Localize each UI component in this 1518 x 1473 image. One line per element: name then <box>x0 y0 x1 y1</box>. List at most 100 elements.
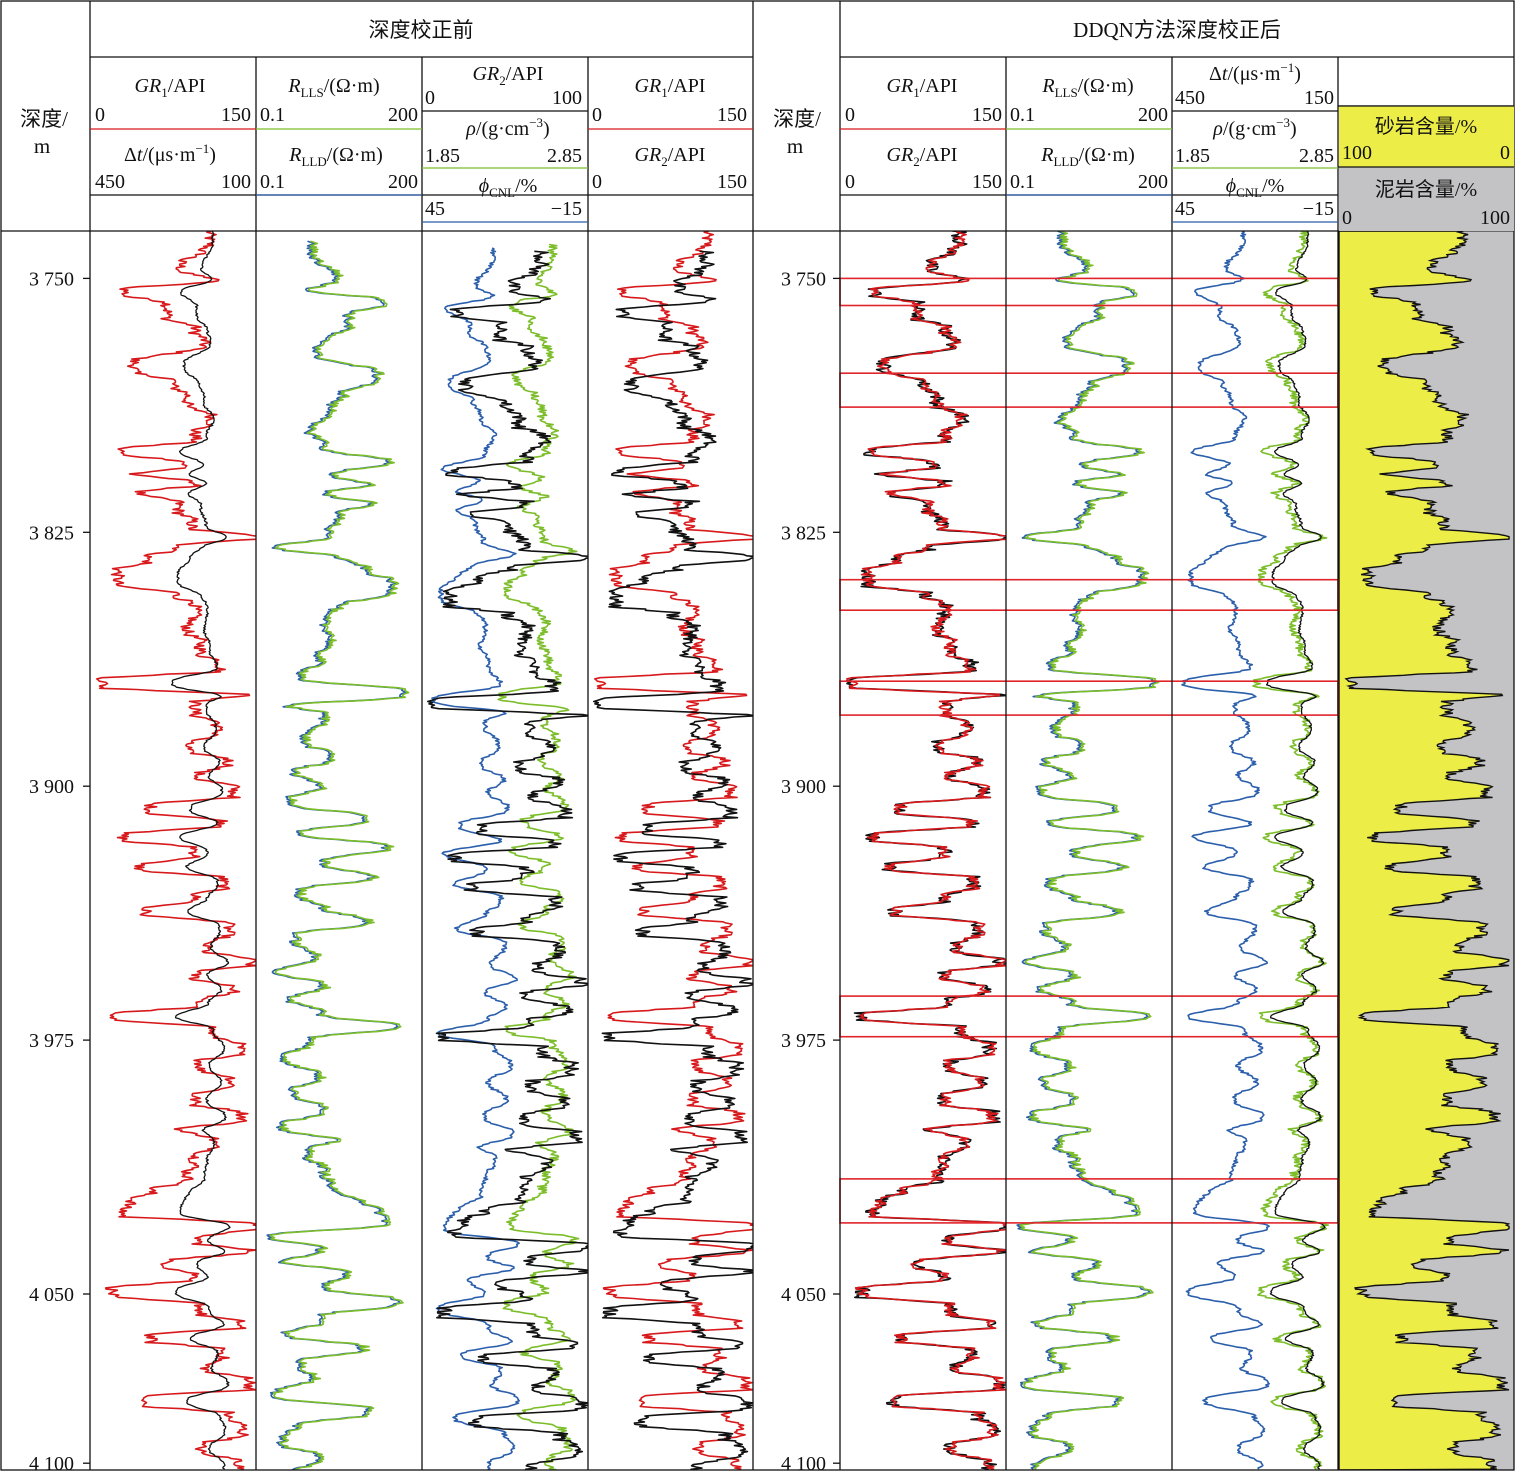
scale-shale-max: 100 <box>1480 207 1510 229</box>
scale-shale-min: 0 <box>1342 207 1352 229</box>
header-track7: Δt/(μs·m−1) 450 150 ρ/(g·cm−3) 1.85 2.85… <box>1175 60 1334 220</box>
depth-axis-unit: m <box>34 134 50 158</box>
scale-dt-min: 450 <box>95 171 125 193</box>
scale-res-max: 200 <box>388 171 418 193</box>
panel-after-title: DDQN方法深度校正后 <box>1073 18 1281 42</box>
header-rlls-label: RLLS/(Ω·m) <box>1041 75 1133 100</box>
rho-curve-after <box>1252 231 1330 1470</box>
header-track4: GR1/API 0 150 GR2/API 0 150 <box>592 75 747 193</box>
depth-tick-label: 3 900 <box>781 776 826 798</box>
depth-tick-label: 3 975 <box>29 1030 74 1052</box>
header-track6: RLLS/(Ω·m) 0.1 200 RLLD/(Ω·m) 0.1 200 <box>1010 75 1168 193</box>
gr2-curve-after <box>844 231 1006 1470</box>
scale-gr2-min: 0 <box>425 87 435 109</box>
header-gr1-label: GR1/API <box>135 75 206 100</box>
gr2-curve-before <box>426 250 588 1470</box>
header-rho-label: ρ/(g·cm−3) <box>1212 115 1296 140</box>
scale-dt-max: 150 <box>1304 87 1334 109</box>
header-track2: RLLS/(Ω·m) 0.1 200 RLLD/(Ω·m) 0.1 200 <box>260 75 418 193</box>
scale-gr-max: 150 <box>972 104 1002 126</box>
depth-axis-label: 深度/ <box>773 107 821 131</box>
panel-before-title: 深度校正前 <box>369 18 474 42</box>
header-dt-label: Δt/(μs·m−1) <box>1209 60 1301 85</box>
scale-cnl-min: 45 <box>425 198 445 220</box>
cnl-curve-before <box>431 247 521 1470</box>
scale-res-max: 200 <box>1138 171 1168 193</box>
depth-tick-label: 3 750 <box>781 268 826 290</box>
scale-res-min: 0.1 <box>1010 171 1035 193</box>
scale-gr-min: 0 <box>845 171 855 193</box>
header-dt-label: Δt/(μs·m−1) <box>124 141 216 166</box>
depth-axis-unit: m <box>787 134 803 158</box>
scale-res-max: 200 <box>1138 104 1168 126</box>
dt-curve-before <box>170 231 231 1470</box>
header-rlld-label: RLLD/(Ω·m) <box>1040 144 1134 169</box>
scale-sand-min: 100 <box>1342 142 1372 164</box>
depth-tick-label: 3 825 <box>781 522 826 544</box>
header-track1: GR1/API 0 150 Δt/(μs·m−1) 450 100 <box>95 75 251 193</box>
depth-tick-label: 4 050 <box>781 1284 826 1306</box>
gr1-curve-before <box>96 231 256 1470</box>
header-track3: GR2/API 0 100 ρ/(g·cm−3) 1.85 2.85 ϕCNL/… <box>425 63 582 220</box>
scale-cnl-max: −15 <box>1303 198 1334 220</box>
depth-tick-label: 4 100 <box>29 1453 74 1473</box>
header-gr1-label: GR1/API <box>887 75 958 100</box>
header-track5: GR1/API 0 150 GR2/API 0 150 <box>845 75 1002 193</box>
depth-tick-label: 4 050 <box>29 1284 74 1306</box>
scale-res-min: 0.1 <box>260 104 285 126</box>
scale-gr-min: 0 <box>592 104 602 126</box>
rlls-curve-after <box>1019 231 1160 1470</box>
header-scale-lines <box>90 128 1338 223</box>
rlld-curve-before <box>266 240 407 1470</box>
depth-tick-label: 3 975 <box>781 1030 826 1052</box>
scale-gr-min: 0 <box>95 104 105 126</box>
scale-res-min: 0.1 <box>260 171 285 193</box>
depth-axis-label: 深度/ <box>20 107 68 131</box>
rlls-curve-before <box>269 240 410 1470</box>
gr1-curve-after <box>845 231 1006 1470</box>
depth-tick-label: 3 900 <box>29 776 74 798</box>
header-track8: 砂岩含量/% 100 0 泥岩含量/% 0 100 <box>1342 115 1510 229</box>
scale-rho-max: 2.85 <box>1299 145 1334 167</box>
header-gr2-label: GR2/API <box>887 144 958 169</box>
header-rlld-label: RLLD/(Ω·m) <box>288 144 382 169</box>
log-curves-layer <box>96 231 1330 1470</box>
gr2-curve-before-t4 <box>592 250 753 1470</box>
scale-sand-max: 0 <box>1500 142 1510 164</box>
depth-tick-label: 3 750 <box>29 268 74 290</box>
dt-curve-after <box>1265 231 1326 1470</box>
sand-content-fill <box>1338 231 1511 1470</box>
scale-dt-min: 450 <box>1175 87 1205 109</box>
scale-gr-max: 150 <box>717 104 747 126</box>
header-gr2-label: GR2/API <box>473 63 544 88</box>
scale-res-min: 0.1 <box>1010 104 1035 126</box>
depth-ticks: 3 750 3 750 3 825 3 825 3 900 3 900 3 975 3 975… <box>29 268 840 1473</box>
scale-gr-max: 150 <box>221 104 251 126</box>
scale-gr2-max: 100 <box>552 87 582 109</box>
scale-cnl-max: −15 <box>551 198 582 220</box>
header-rlls-label: RLLS/(Ω·m) <box>287 75 379 100</box>
sand-content-label: 砂岩含量/% <box>1375 115 1477 138</box>
header-gr1-label: GR1/API <box>635 75 706 100</box>
scale-rho-min: 1.85 <box>425 145 460 167</box>
scale-gr-min: 0 <box>592 171 602 193</box>
scale-rho-min: 1.85 <box>1175 145 1210 167</box>
scale-gr-max: 150 <box>717 171 747 193</box>
rlld-curve-after <box>1016 231 1157 1470</box>
correction-box-5 <box>839 995 1339 1038</box>
lithology-fill-layer <box>1338 231 1514 1470</box>
scale-res-max: 200 <box>388 104 418 126</box>
header-cnl-label: ϕCNL/% <box>1226 175 1285 200</box>
scale-cnl-min: 45 <box>1175 198 1195 220</box>
scale-gr-max: 150 <box>972 171 1002 193</box>
header-rho-label: ρ/(g·cm−3) <box>465 115 549 140</box>
cnl-curve-after <box>1181 231 1270 1470</box>
scale-dt-max: 100 <box>221 171 251 193</box>
rho-curve-before <box>497 243 580 1470</box>
shale-content-label: 泥岩含量/% <box>1375 178 1477 201</box>
header-gr2-label: GR2/API <box>635 144 706 169</box>
header-cnl-label: ϕCNL/% <box>479 175 538 200</box>
depth-tick-label: 4 100 <box>781 1453 826 1473</box>
